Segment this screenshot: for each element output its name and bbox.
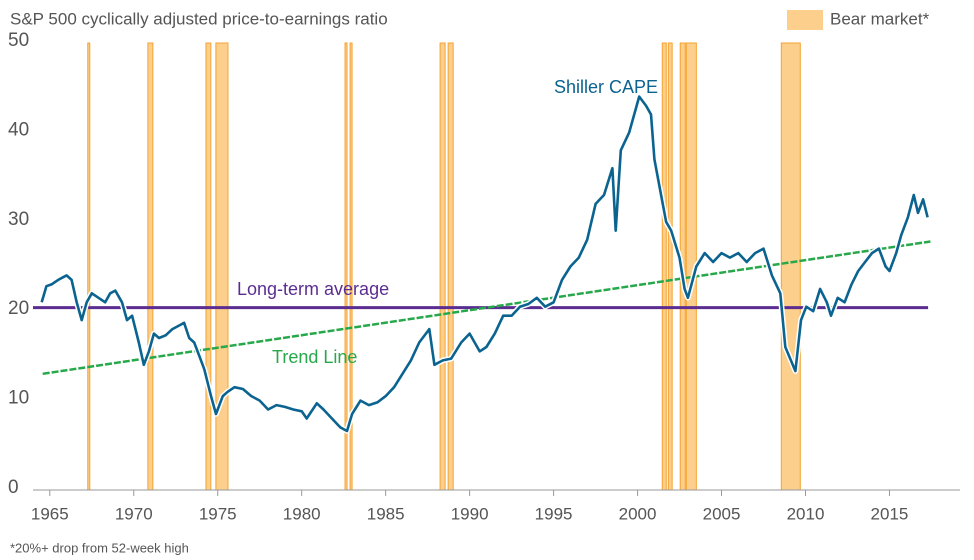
series-label: Trend Line xyxy=(272,347,357,367)
bear-market-region xyxy=(205,42,212,491)
chart-title: S&P 500 cyclically adjusted price-to-ear… xyxy=(10,9,388,28)
x-tick-label: 1980 xyxy=(283,504,321,523)
footnote: *20%+ drop from 52-week high xyxy=(10,540,189,555)
x-tick-label: 1975 xyxy=(199,504,237,523)
series-line xyxy=(40,95,929,433)
x-tick-label: 1985 xyxy=(367,504,405,523)
series-label: Shiller CAPE xyxy=(554,77,658,97)
bear-market-region xyxy=(447,42,454,491)
bear-market-region xyxy=(439,42,446,491)
y-tick-label: 30 xyxy=(8,209,29,230)
y-tick-label: 0 xyxy=(8,477,19,498)
bear-market-region xyxy=(87,42,91,491)
y-tick-label: 50 xyxy=(8,30,29,51)
x-tick-label: 2010 xyxy=(787,504,825,523)
series-label: Long-term average xyxy=(237,279,389,299)
bear-market-region xyxy=(780,42,801,491)
x-tick-label: 1970 xyxy=(115,504,153,523)
series-line xyxy=(42,240,931,376)
legend-label: Bear market* xyxy=(830,9,930,28)
x-tick-label: 2005 xyxy=(703,504,741,523)
x-tick-label: 2015 xyxy=(871,504,909,523)
y-tick-label: 10 xyxy=(8,388,29,409)
x-tick-label: 1995 xyxy=(535,504,573,523)
bear-market-region xyxy=(661,42,667,491)
legend-swatch xyxy=(787,10,823,30)
y-tick-label: 40 xyxy=(8,119,29,140)
bear-market-region xyxy=(667,42,673,491)
x-tick-label: 2000 xyxy=(619,504,657,523)
bear-market-region xyxy=(147,42,154,491)
y-tick-label: 20 xyxy=(8,298,29,319)
x-tick-label: 1965 xyxy=(31,504,69,523)
x-tick-label: 1990 xyxy=(451,504,489,523)
bear-market-region xyxy=(215,42,229,491)
